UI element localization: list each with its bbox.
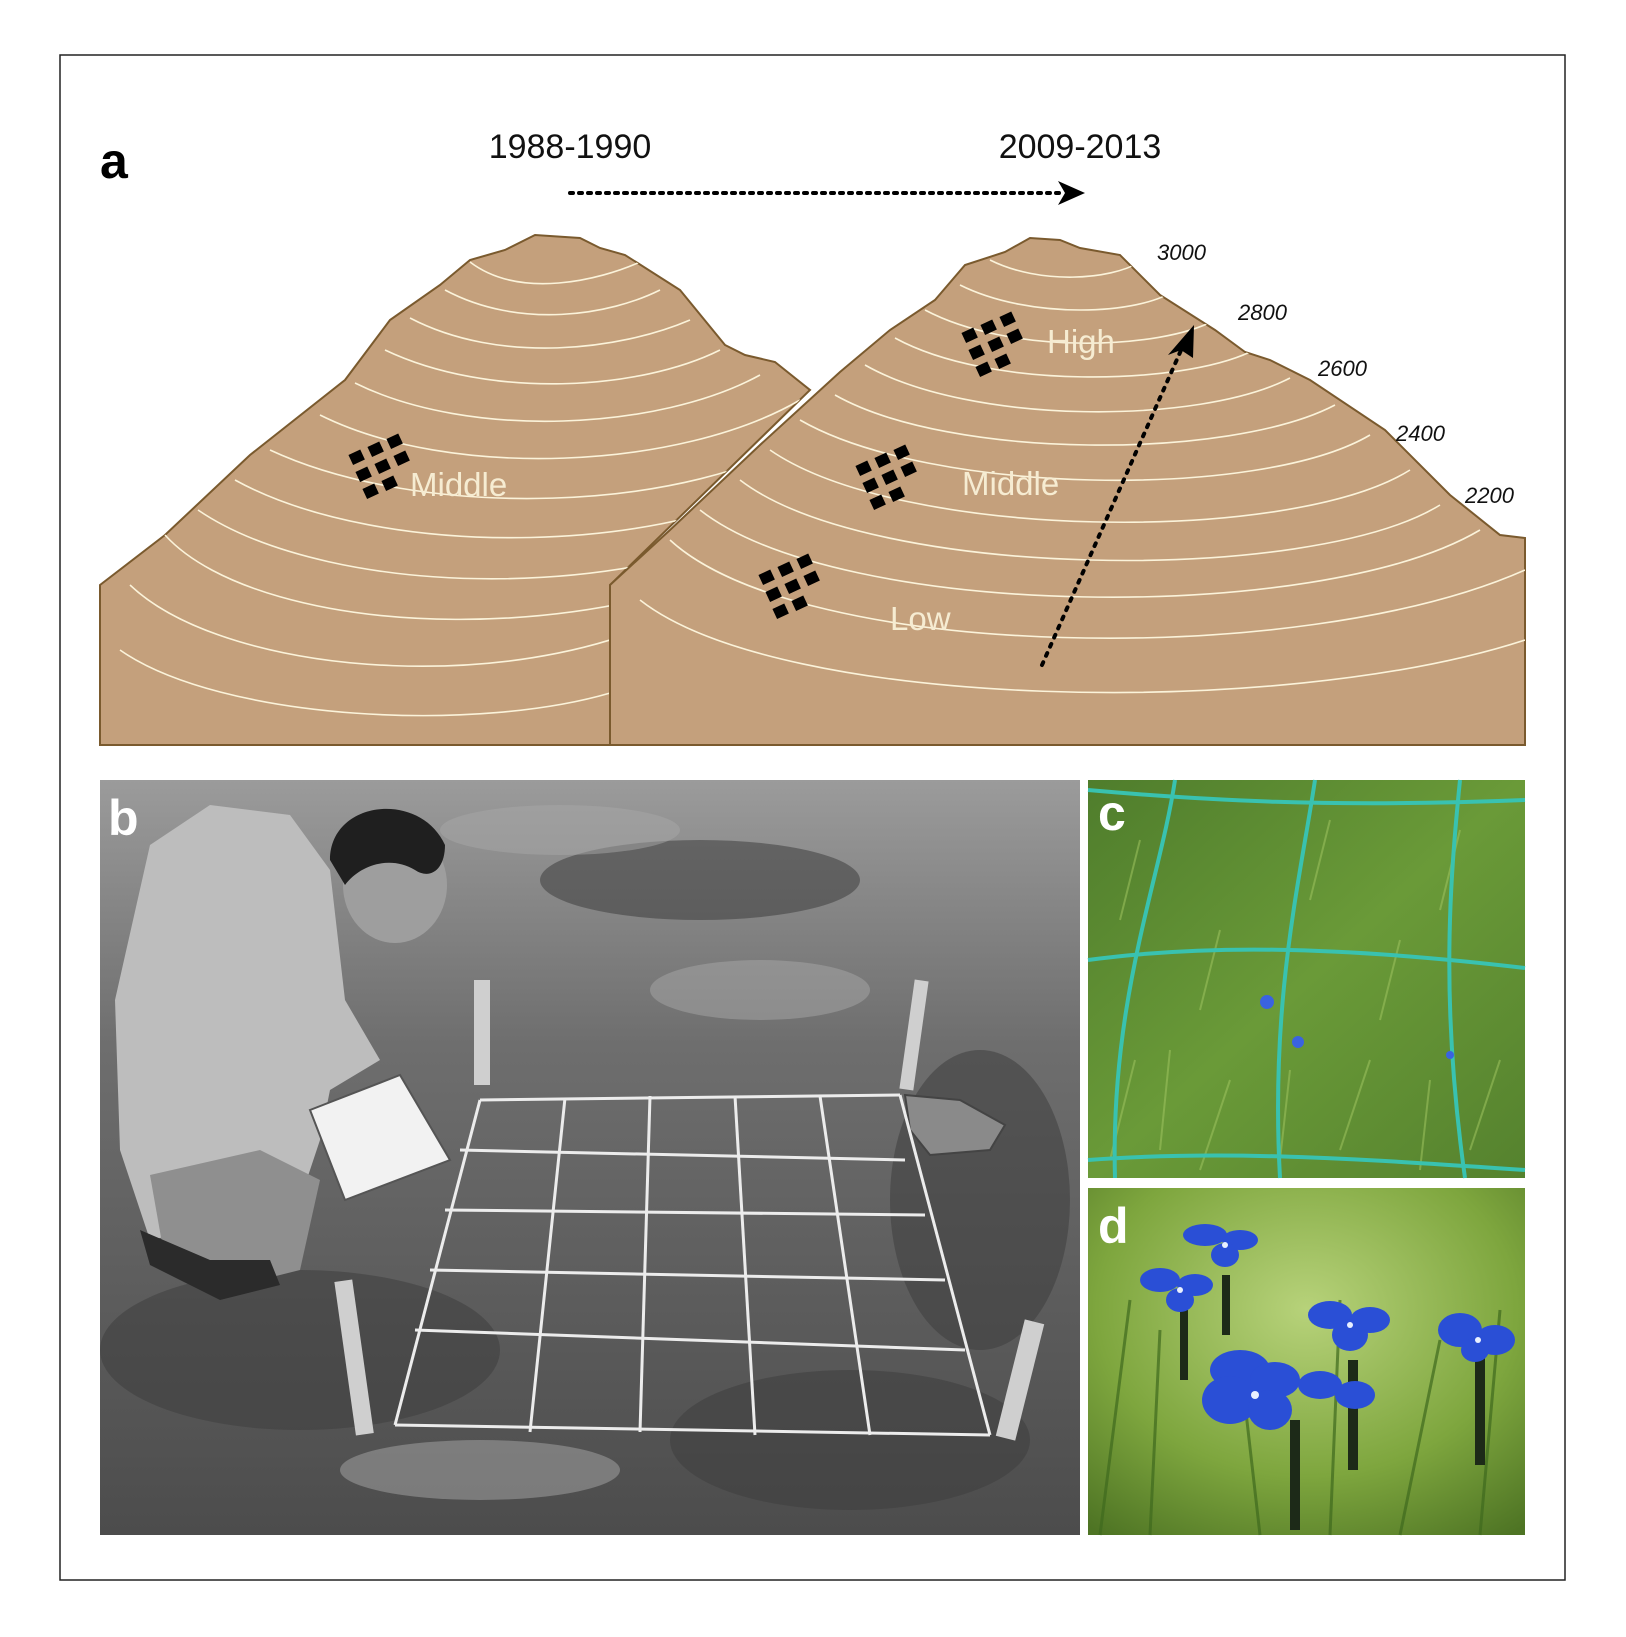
- photo-d-background: [1088, 1188, 1525, 1535]
- gentian-flowers: [1140, 1224, 1515, 1430]
- zone-label-middle: Middle: [962, 465, 1059, 502]
- flower: [1298, 1371, 1375, 1409]
- contours-right: [639, 259, 1525, 694]
- mountain-left-shape: [99, 233, 812, 746]
- photo-c-flowers: [1260, 995, 1454, 1059]
- time-arrow: [568, 181, 1085, 205]
- stake: [899, 979, 929, 1091]
- panel-label-d: d: [1098, 1198, 1129, 1254]
- panel-label-b: b: [108, 790, 139, 846]
- period-end-label: 2009-2013: [999, 128, 1162, 166]
- flower-centers: [1177, 1242, 1481, 1399]
- researcher-hair: [330, 808, 445, 885]
- elevation-arrow: [1040, 325, 1194, 667]
- stake: [474, 980, 490, 1085]
- stake: [995, 1319, 1045, 1441]
- elevation-label: 2400: [1395, 421, 1446, 446]
- panel-c: c: [1087, 779, 1526, 1179]
- flower: [1438, 1313, 1515, 1362]
- zone-label-high: High: [1047, 323, 1115, 360]
- flower: [1308, 1301, 1390, 1351]
- figure-frame: [59, 54, 1566, 1581]
- photo-b-light-patches: [340, 805, 870, 1500]
- stake: [334, 1279, 374, 1436]
- zone-label-low: Low: [890, 600, 951, 637]
- period-start-label: 1988-1990: [489, 128, 652, 166]
- researcher-shoe: [140, 1230, 280, 1300]
- mountain-right-shape: [609, 236, 1526, 746]
- flower: [1140, 1268, 1213, 1312]
- elevation-label: 2200: [1464, 483, 1515, 508]
- flower: [1202, 1350, 1300, 1430]
- mountain-right: High Middle Low: [609, 236, 1526, 746]
- panel-b: b: [100, 780, 1080, 1535]
- panel-label-a: a: [100, 133, 129, 189]
- panel-d: d: [1088, 1188, 1525, 1536]
- time-arrow-head-icon: [1058, 181, 1085, 205]
- elevation-labels: 3000 2800 2600 2400 2200: [1157, 240, 1515, 508]
- panel-a: a 1988-1990 2009-2013: [99, 128, 1526, 746]
- elevation-arrow-head-icon: [1168, 325, 1194, 358]
- flower: [1183, 1224, 1258, 1267]
- researcher-body: [115, 805, 380, 1240]
- elevation-label: 2600: [1317, 356, 1368, 381]
- netting: [1087, 779, 1526, 1179]
- elevation-label: 2800: [1237, 300, 1288, 325]
- photo-d-stems: [1180, 1275, 1485, 1530]
- quadrat-string-grid: [393, 1093, 992, 1437]
- researcher: [115, 805, 452, 1300]
- photo-c-grass-texture: [1109, 819, 1501, 1171]
- elevation-label: 3000: [1157, 240, 1207, 265]
- zone-label-left-middle: Middle: [410, 466, 507, 503]
- notebook: [308, 1073, 452, 1202]
- panel-label-c: c: [1098, 785, 1126, 841]
